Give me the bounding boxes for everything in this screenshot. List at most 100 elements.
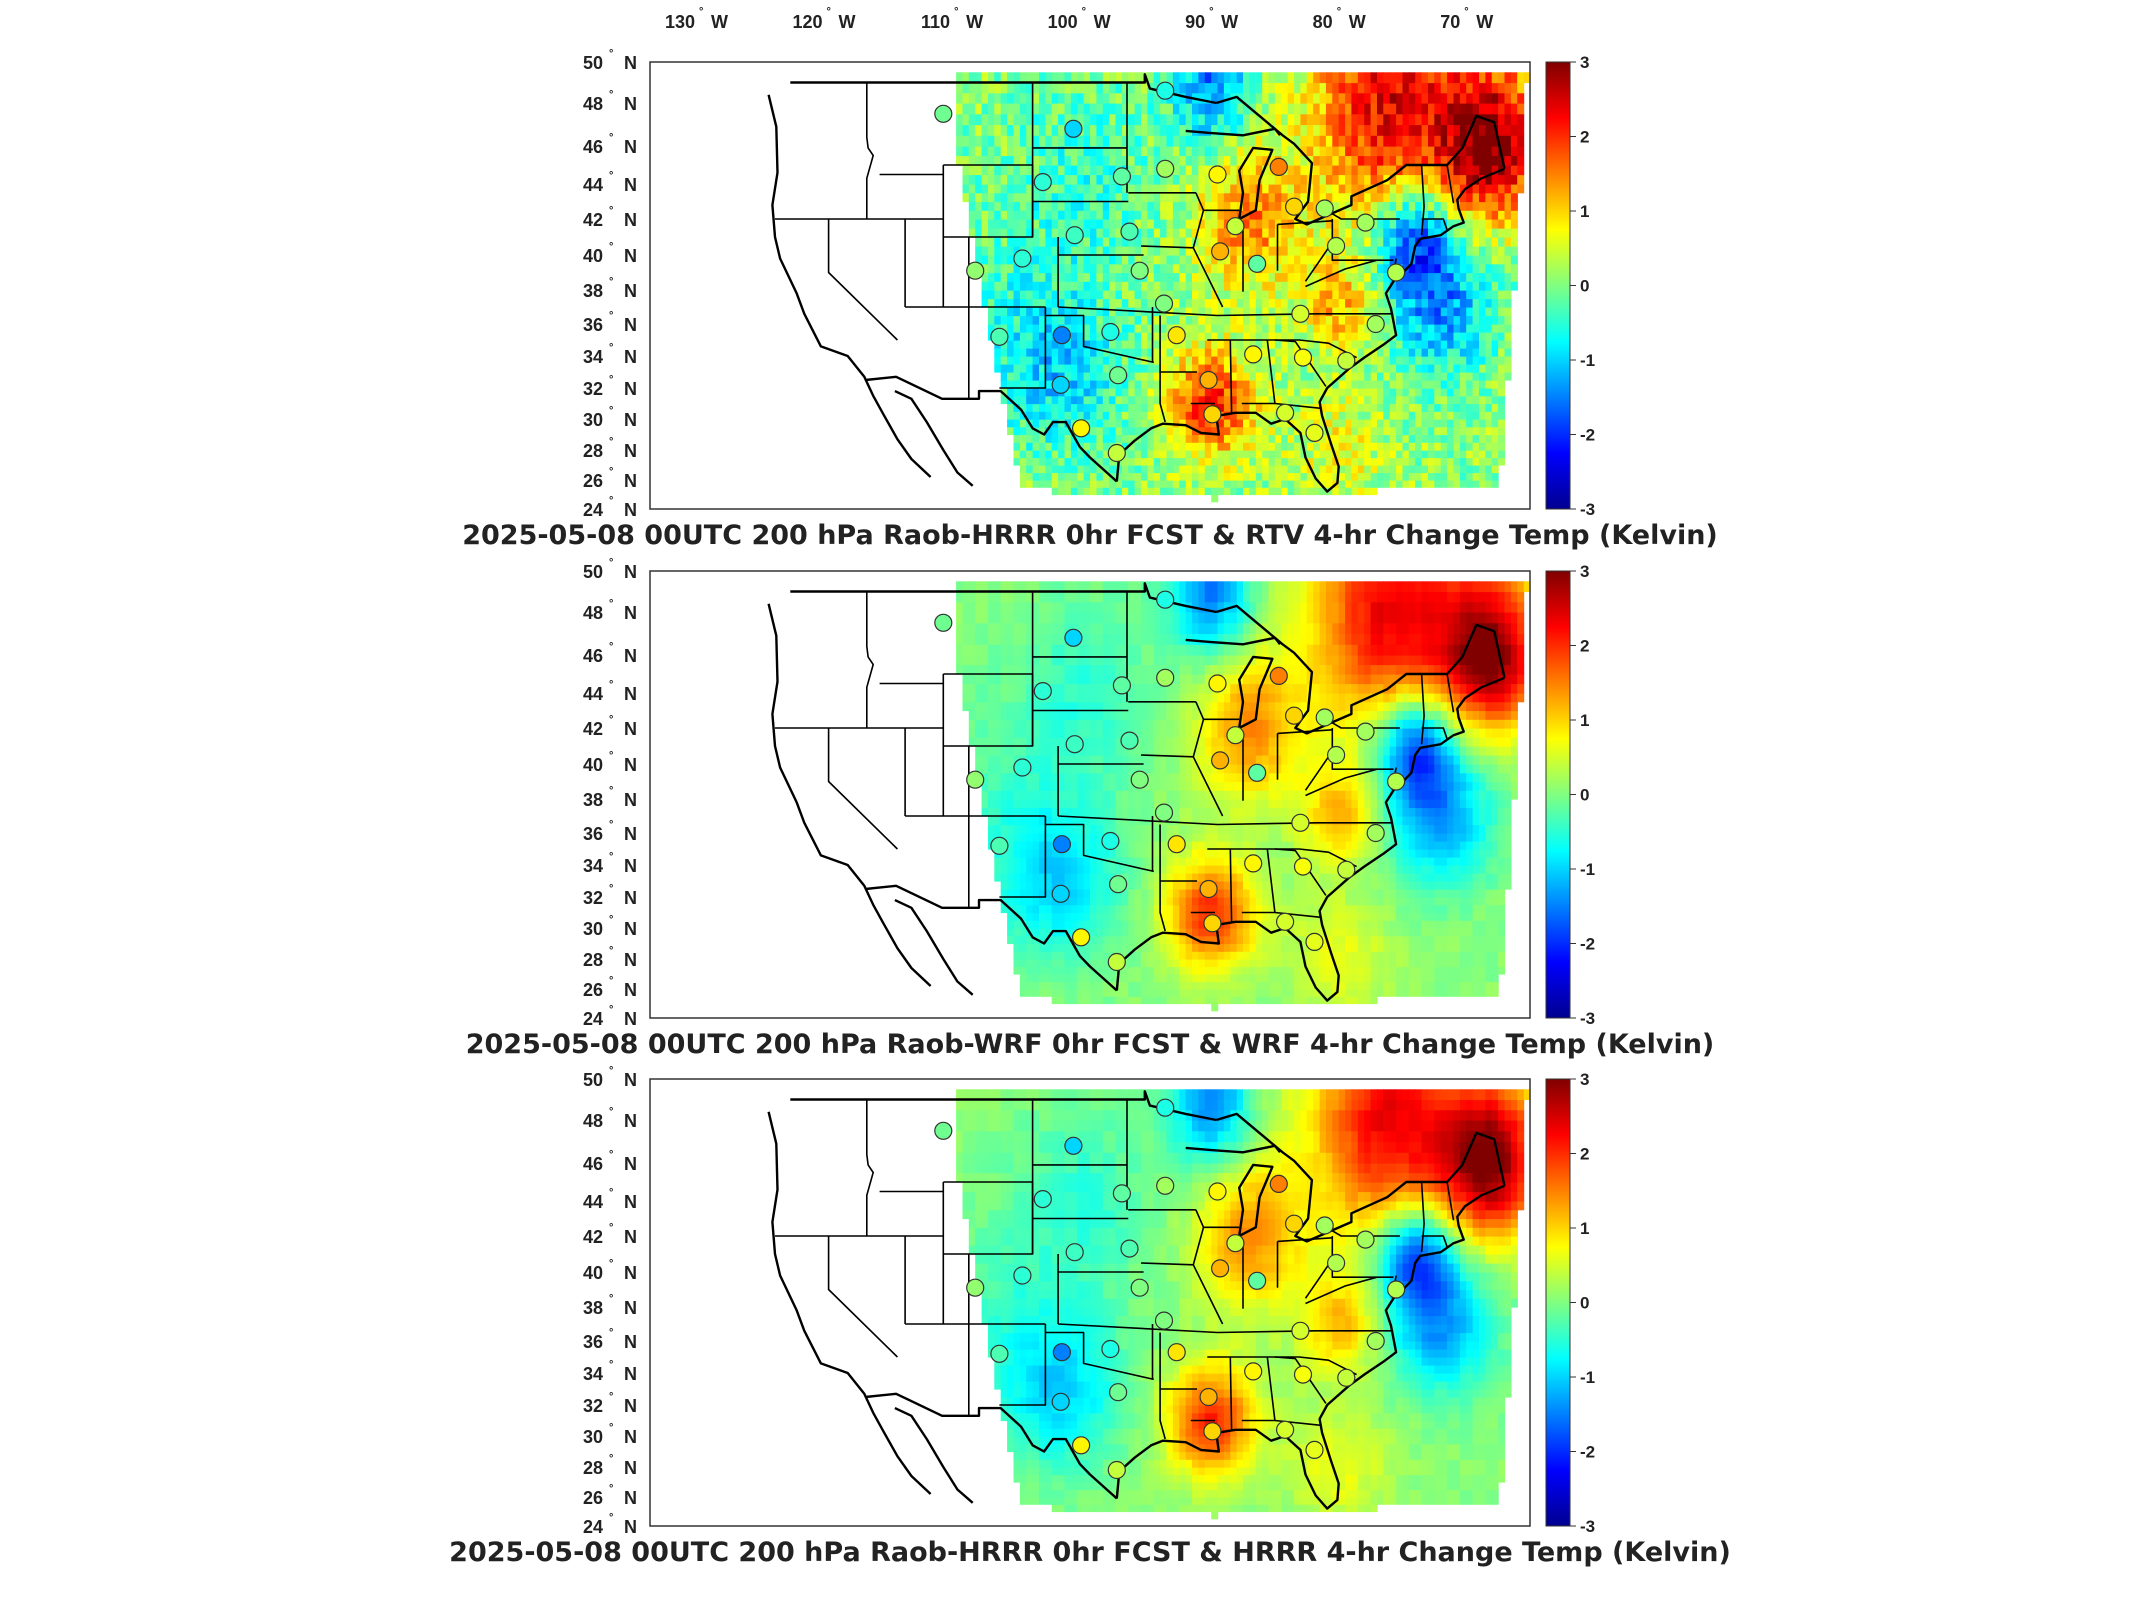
- raob-station-marker: [967, 262, 984, 279]
- lon-tick-label: 90 ° W: [1185, 6, 1238, 32]
- raob-station-marker: [1065, 1137, 1082, 1154]
- svg-text:48: 48: [583, 94, 603, 114]
- lon-tick-label: 130 ° W: [665, 6, 728, 32]
- raob-station-marker: [1212, 752, 1229, 769]
- raob-station-marker: [1209, 166, 1226, 183]
- svg-text:32: 32: [583, 379, 603, 399]
- colorbar-tick-label: -2: [1580, 1443, 1595, 1462]
- panel-title: 2025-05-08 00UTC 200 hPa Raob-HRRR 0hr F…: [449, 1537, 1731, 1568]
- raob-station-marker: [1328, 238, 1345, 255]
- svg-text:42: 42: [583, 210, 603, 230]
- svg-text:130: 130: [665, 12, 695, 32]
- raob-station-marker: [1065, 629, 1082, 646]
- colorbar-tick-label: 2: [1580, 128, 1589, 147]
- svg-text:24: 24: [583, 500, 603, 520]
- lat-tick-label: 50 ° N: [583, 1065, 637, 1090]
- svg-text:46: 46: [583, 137, 603, 157]
- raob-station-marker: [935, 105, 952, 122]
- lat-tick-label: 28 ° N: [583, 945, 637, 970]
- lat-tick-label: 46 ° N: [583, 132, 637, 157]
- raob-station-marker: [1156, 295, 1173, 312]
- raob-station-marker: [1306, 1441, 1323, 1458]
- colorbar-tick-label: -3: [1580, 1517, 1595, 1536]
- svg-text:°: °: [1337, 6, 1341, 18]
- svg-text:N: N: [624, 441, 637, 461]
- lat-tick-label: 50 ° N: [583, 48, 637, 73]
- lat-tick-label: 38 ° N: [583, 785, 637, 810]
- raob-station-marker: [1052, 885, 1069, 902]
- raob-station-marker: [1227, 727, 1244, 744]
- lat-tick-label: 30 ° N: [583, 405, 637, 430]
- lat-tick-labels: 50 ° N48 ° N46 ° N44 ° N42 ° N40 ° N38 ° N36 ° N34 ° N32 ° N…: [583, 557, 637, 1029]
- raob-station-marker: [1073, 420, 1090, 437]
- raob-station-marker: [1316, 709, 1333, 726]
- raob-station-marker: [1306, 424, 1323, 441]
- raob-station-marker: [1204, 406, 1221, 423]
- raob-station-marker: [1227, 1235, 1244, 1252]
- svg-text:110: 110: [921, 12, 950, 32]
- svg-text:26: 26: [583, 471, 603, 491]
- svg-text:°: °: [609, 405, 613, 417]
- svg-text:36: 36: [583, 315, 603, 335]
- raob-station-marker: [1157, 591, 1174, 608]
- svg-text:°: °: [609, 276, 613, 288]
- raob-station-marker: [1270, 158, 1287, 175]
- svg-text:34: 34: [583, 347, 603, 367]
- svg-text:N: N: [624, 471, 637, 491]
- lon-tick-label: 100 ° W: [1048, 6, 1111, 32]
- raob-station-marker: [1316, 1217, 1333, 1234]
- lat-tick-label: 40 ° N: [583, 241, 637, 266]
- svg-text:°: °: [609, 374, 613, 386]
- svg-text:°: °: [609, 310, 613, 322]
- svg-text:30: 30: [583, 410, 603, 430]
- raob-station-marker: [1131, 771, 1148, 788]
- svg-text:N: N: [624, 137, 637, 157]
- raob-station-marker: [1295, 858, 1312, 875]
- lat-tick-label: 26 ° N: [583, 466, 637, 491]
- svg-text:90: 90: [1185, 12, 1205, 32]
- lat-tick-label: 34 ° N: [583, 1359, 637, 1384]
- raob-station-marker: [1157, 1177, 1174, 1194]
- raob-station-marker: [1052, 376, 1069, 393]
- svg-text:44: 44: [583, 175, 603, 195]
- lat-tick-label: 48 ° N: [583, 89, 637, 114]
- lat-tick-label: 30 ° N: [583, 1422, 637, 1447]
- raob-station-marker: [1066, 227, 1083, 244]
- svg-text:W: W: [839, 12, 856, 32]
- map-panels: 50 ° N48 ° N46 ° N44 ° N42 ° N40 ° N38 ° N36 ° N34 ° N32 ° N…: [449, 48, 1731, 1568]
- lat-tick-label: 28 ° N: [583, 1453, 637, 1478]
- panel-title: 2025-05-08 00UTC 200 hPa Raob-WRF 0hr FC…: [466, 1029, 1715, 1060]
- lat-tick-label: 38 ° N: [583, 276, 637, 301]
- colorbar-tick-label: 2: [1580, 637, 1589, 656]
- raob-station-marker: [1034, 174, 1051, 191]
- svg-text:120: 120: [793, 12, 823, 32]
- raob-station-marker: [1357, 723, 1374, 740]
- lat-tick-label: 32 ° N: [583, 374, 637, 399]
- raob-station-marker: [1156, 1312, 1173, 1329]
- lat-tick-label: 48 ° N: [583, 1106, 637, 1131]
- lat-tick-label: 36 ° N: [583, 819, 637, 844]
- svg-text:N: N: [624, 379, 637, 399]
- raob-station-marker: [1073, 929, 1090, 946]
- colorbar-tick-label: -1: [1580, 351, 1595, 370]
- raob-station-marker: [1108, 954, 1125, 971]
- svg-text:°: °: [609, 132, 613, 144]
- raob-station-marker: [1168, 836, 1185, 853]
- lat-tick-label: 28 ° N: [583, 436, 637, 461]
- svg-text:N: N: [624, 281, 637, 301]
- svg-text:N: N: [624, 210, 637, 230]
- svg-text:°: °: [954, 6, 958, 18]
- raob-station-marker: [1200, 881, 1217, 898]
- svg-text:28: 28: [583, 441, 603, 461]
- colorbar-tick-label: 2: [1580, 1145, 1589, 1164]
- raob-station-marker: [1113, 677, 1130, 694]
- raob-station-marker: [1316, 200, 1333, 217]
- lat-tick-labels: 50 ° N48 ° N46 ° N44 ° N42 ° N40 ° N38 ° N36 ° N34 ° N32 ° N…: [583, 1065, 637, 1537]
- raob-station-marker: [1131, 1279, 1148, 1296]
- svg-text:°: °: [1464, 6, 1468, 18]
- raob-station-marker: [1108, 1462, 1125, 1479]
- colorbar-tick-label: -1: [1580, 860, 1595, 879]
- svg-text:W: W: [1349, 12, 1366, 32]
- lat-tick-label: 48 ° N: [583, 598, 637, 623]
- raob-station-marker: [1338, 1369, 1355, 1386]
